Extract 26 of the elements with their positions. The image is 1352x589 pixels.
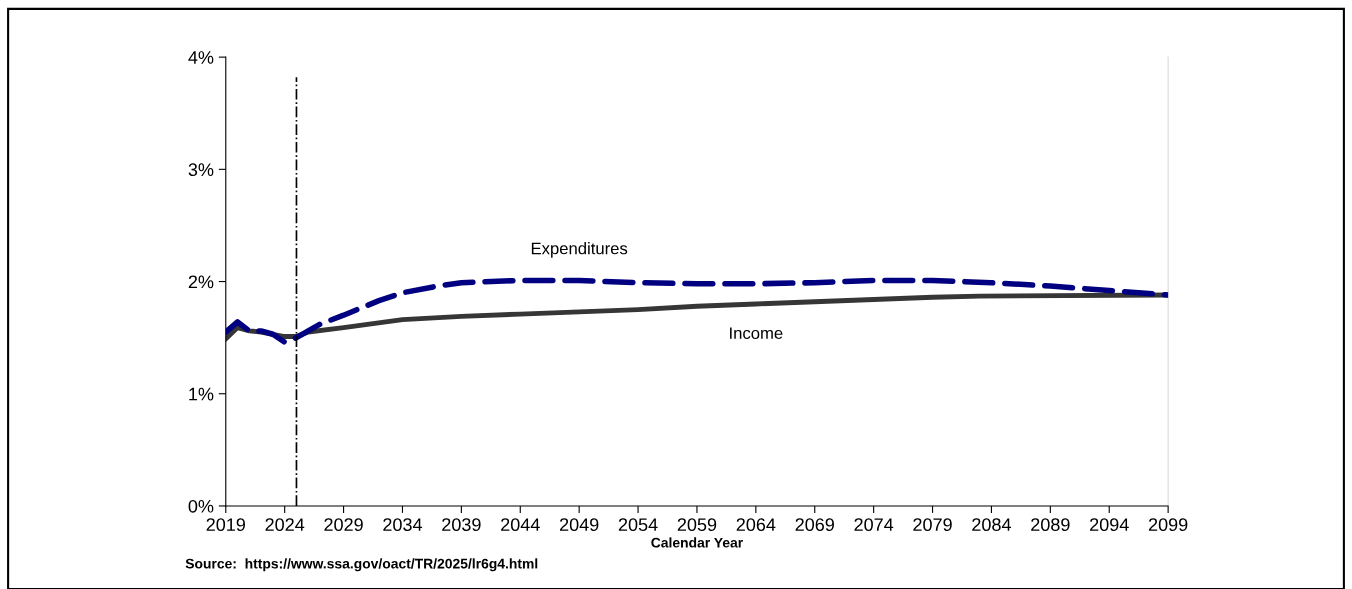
x-tick-label: 2019 [206, 518, 246, 532]
x-tick-label: 2094 [1090, 518, 1129, 532]
series-label: Income [730, 327, 783, 340]
y-tick-label: 1% [189, 387, 214, 401]
y-tick-label: 4% [188, 51, 214, 64]
x-tick-label: 2069 [795, 518, 834, 532]
x-tick-label: 2029 [324, 518, 363, 532]
x-tick-label: 2054 [618, 518, 658, 532]
x-tick-label: 2099 [1148, 518, 1188, 532]
x-tick-label: 2089 [1031, 518, 1070, 532]
x-tick-label: 2044 [501, 518, 540, 532]
x-tick-label: 2079 [913, 518, 952, 532]
x-tick-label: 2039 [442, 518, 481, 532]
y-tick-label: 3% [188, 163, 214, 177]
y-tick-label: 0% [188, 499, 214, 513]
x-axis-title: Calendar Year [651, 537, 743, 548]
x-tick-label: 2049 [559, 518, 599, 532]
x-tick-label: 2034 [383, 518, 423, 532]
x-tick-label: 2074 [854, 518, 894, 532]
x-tick-label: 2059 [677, 518, 717, 532]
x-tick-label: 2084 [972, 518, 1011, 532]
series-label: Expenditures [531, 242, 628, 258]
x-tick-label: 2064 [736, 518, 776, 532]
x-tick-label: 2024 [265, 518, 305, 532]
source-note: Source: https://www.ssa.gov/oact/TR/2025/lr6g4.html [185, 558, 538, 572]
y-tick-label: 2% [188, 275, 214, 289]
